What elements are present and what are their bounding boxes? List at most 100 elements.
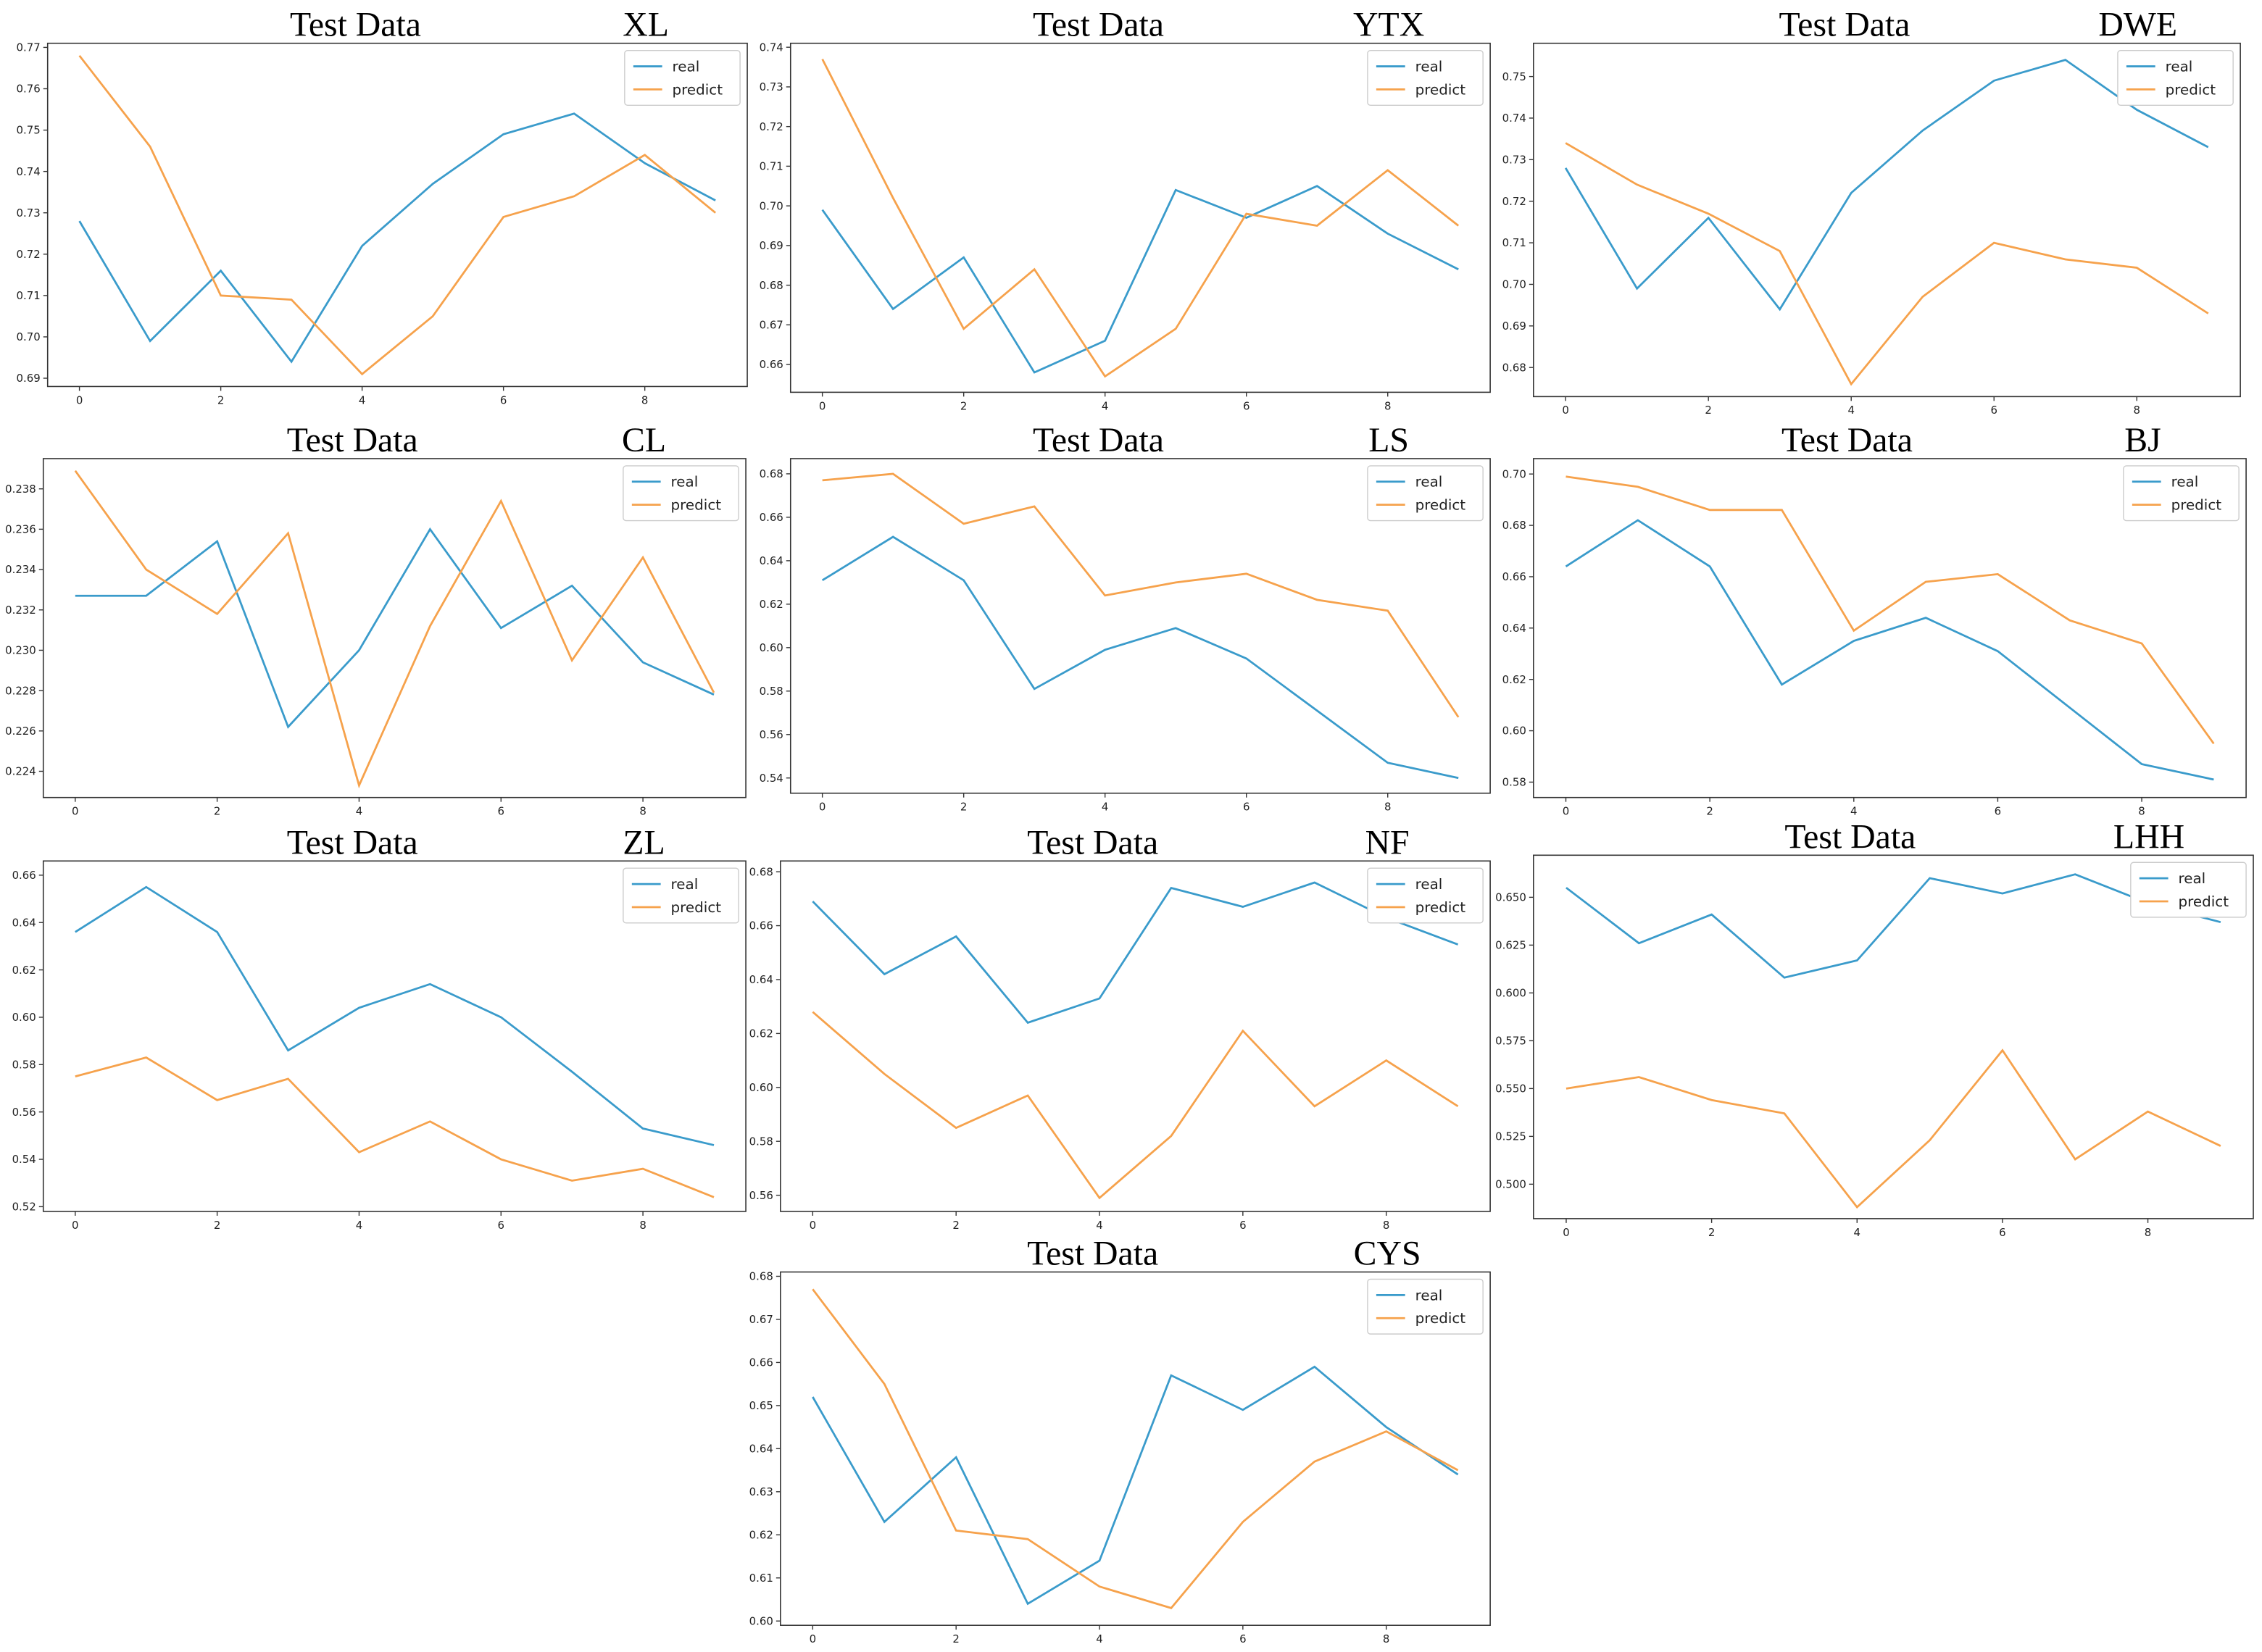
y-tick-label: 0.62	[760, 598, 783, 611]
plot-frame	[1533, 42, 2241, 398]
y-tick-label: 0.62	[12, 964, 36, 977]
y-tick-label: 0.230	[5, 644, 36, 657]
legend-label: predict	[1415, 497, 1466, 514]
chart-label: CL	[622, 421, 666, 459]
legend-label: real	[2171, 474, 2199, 491]
y-tick-label: 0.68	[760, 467, 783, 480]
y-tick-label: 0.74	[17, 165, 41, 178]
series-line	[821, 535, 1459, 780]
y-tick-label: 0.77	[17, 41, 41, 54]
legend-label: real	[1415, 1287, 1443, 1303]
y-tick-label: 0.58	[12, 1058, 36, 1071]
y-tick-label: 0.69	[1502, 320, 1526, 333]
y-tick-label: 0.66	[760, 511, 783, 524]
x-tick-label: 6	[500, 393, 507, 406]
x-tick-label: 2	[217, 393, 224, 406]
x-tick-label: 4	[356, 805, 362, 818]
y-tick-label: 0.63	[749, 1485, 773, 1498]
y-tick-label: 0.228	[5, 684, 36, 697]
y-tick-label: 0.69	[760, 239, 783, 252]
x-tick-label: 4	[1850, 805, 1857, 818]
legend-label: predict	[2179, 893, 2229, 910]
y-tick-label: 0.70	[1502, 278, 1526, 291]
series-line	[821, 185, 1459, 374]
y-tick-label: 0.58	[749, 1135, 773, 1148]
y-tick-label: 0.68	[1502, 361, 1526, 374]
y-tick-label: 0.64	[749, 973, 773, 986]
y-tick-label: 0.68	[760, 279, 783, 292]
x-tick-label: 6	[1995, 805, 2001, 818]
legend-label: predict	[1415, 899, 1466, 916]
x-tick-label: 0	[819, 399, 826, 412]
y-tick-label: 0.67	[749, 1313, 773, 1326]
x-tick-label: 8	[1384, 801, 1391, 814]
legend-label: predict	[1415, 1310, 1466, 1327]
legend-label: real	[1415, 876, 1443, 893]
y-tick-label: 0.75	[17, 124, 41, 137]
legend-label: real	[1415, 59, 1443, 75]
chart-title: Test Data	[1033, 421, 1164, 459]
series-line	[822, 472, 1460, 718]
y-tick-label: 0.70	[17, 330, 41, 343]
y-tick-label: 0.66	[1502, 570, 1526, 583]
chart-title: Test Data	[287, 823, 418, 862]
y-tick-label: 0.600	[1495, 987, 1526, 1000]
series-line	[74, 470, 715, 789]
plot-frame	[46, 42, 748, 388]
y-tick-label: 0.58	[1502, 776, 1526, 789]
series-line	[1565, 873, 2221, 979]
y-tick-label: 0.69	[17, 372, 41, 385]
y-tick-label: 0.650	[1495, 891, 1526, 904]
y-tick-label: 0.60	[749, 1081, 773, 1094]
x-tick-label: 2	[1708, 1226, 1715, 1239]
chart-title: Test Data	[1779, 6, 1910, 44]
x-tick-label: 8	[1383, 1632, 1389, 1645]
y-tick-label: 0.66	[760, 358, 783, 371]
y-tick-label: 0.625	[1495, 939, 1526, 952]
legend-box	[623, 465, 739, 522]
y-tick-label: 0.71	[1502, 236, 1526, 249]
y-tick-label: 0.64	[1502, 622, 1526, 635]
x-tick-label: 2	[960, 801, 967, 814]
x-tick-label: 0	[1562, 404, 1568, 417]
x-tick-label: 4	[1854, 1226, 1860, 1239]
legend-box	[623, 867, 739, 924]
series-line	[1564, 59, 2209, 312]
y-tick-label: 0.224	[5, 765, 36, 778]
legend-label: predict	[673, 81, 723, 98]
y-tick-label: 0.525	[1495, 1130, 1526, 1143]
series-line	[1565, 142, 2209, 386]
y-tick-label: 0.66	[12, 869, 36, 882]
chart-title: Test Data	[1784, 817, 1916, 856]
y-tick-label: 0.68	[749, 865, 773, 878]
y-tick-label: 0.226	[5, 725, 36, 738]
y-tick-label: 0.67	[760, 319, 783, 332]
y-tick-label: 0.62	[749, 1027, 773, 1040]
y-tick-label: 0.70	[760, 199, 783, 212]
x-tick-label: 4	[356, 1219, 362, 1232]
legend-label: predict	[2171, 497, 2222, 514]
legend-label: predict	[671, 497, 722, 514]
x-tick-label: 8	[1383, 1219, 1389, 1232]
chart-label: YTX	[1353, 6, 1424, 44]
legend-box	[1367, 1278, 1484, 1335]
y-tick-label: 0.500	[1495, 1178, 1526, 1191]
plot-frame	[780, 860, 1491, 1212]
y-tick-label: 0.74	[760, 41, 783, 54]
plot-frame	[42, 458, 747, 798]
y-tick-label: 0.64	[749, 1443, 773, 1456]
series-line	[812, 1365, 1459, 1606]
x-tick-label: 0	[72, 805, 78, 818]
series-line	[812, 1011, 1459, 1200]
x-tick-label: 8	[2138, 805, 2145, 818]
y-tick-label: 0.56	[760, 728, 783, 741]
chart-label: LHH	[2113, 817, 2184, 856]
y-tick-label: 0.52	[12, 1201, 36, 1214]
y-tick-label: 0.64	[12, 916, 36, 929]
x-tick-label: 6	[1239, 1219, 1246, 1232]
series-line	[812, 881, 1459, 1025]
chart-title: Test Data	[1781, 421, 1913, 459]
y-tick-label: 0.232	[5, 604, 36, 617]
x-tick-label: 2	[214, 805, 220, 818]
legend-box	[2117, 49, 2234, 106]
